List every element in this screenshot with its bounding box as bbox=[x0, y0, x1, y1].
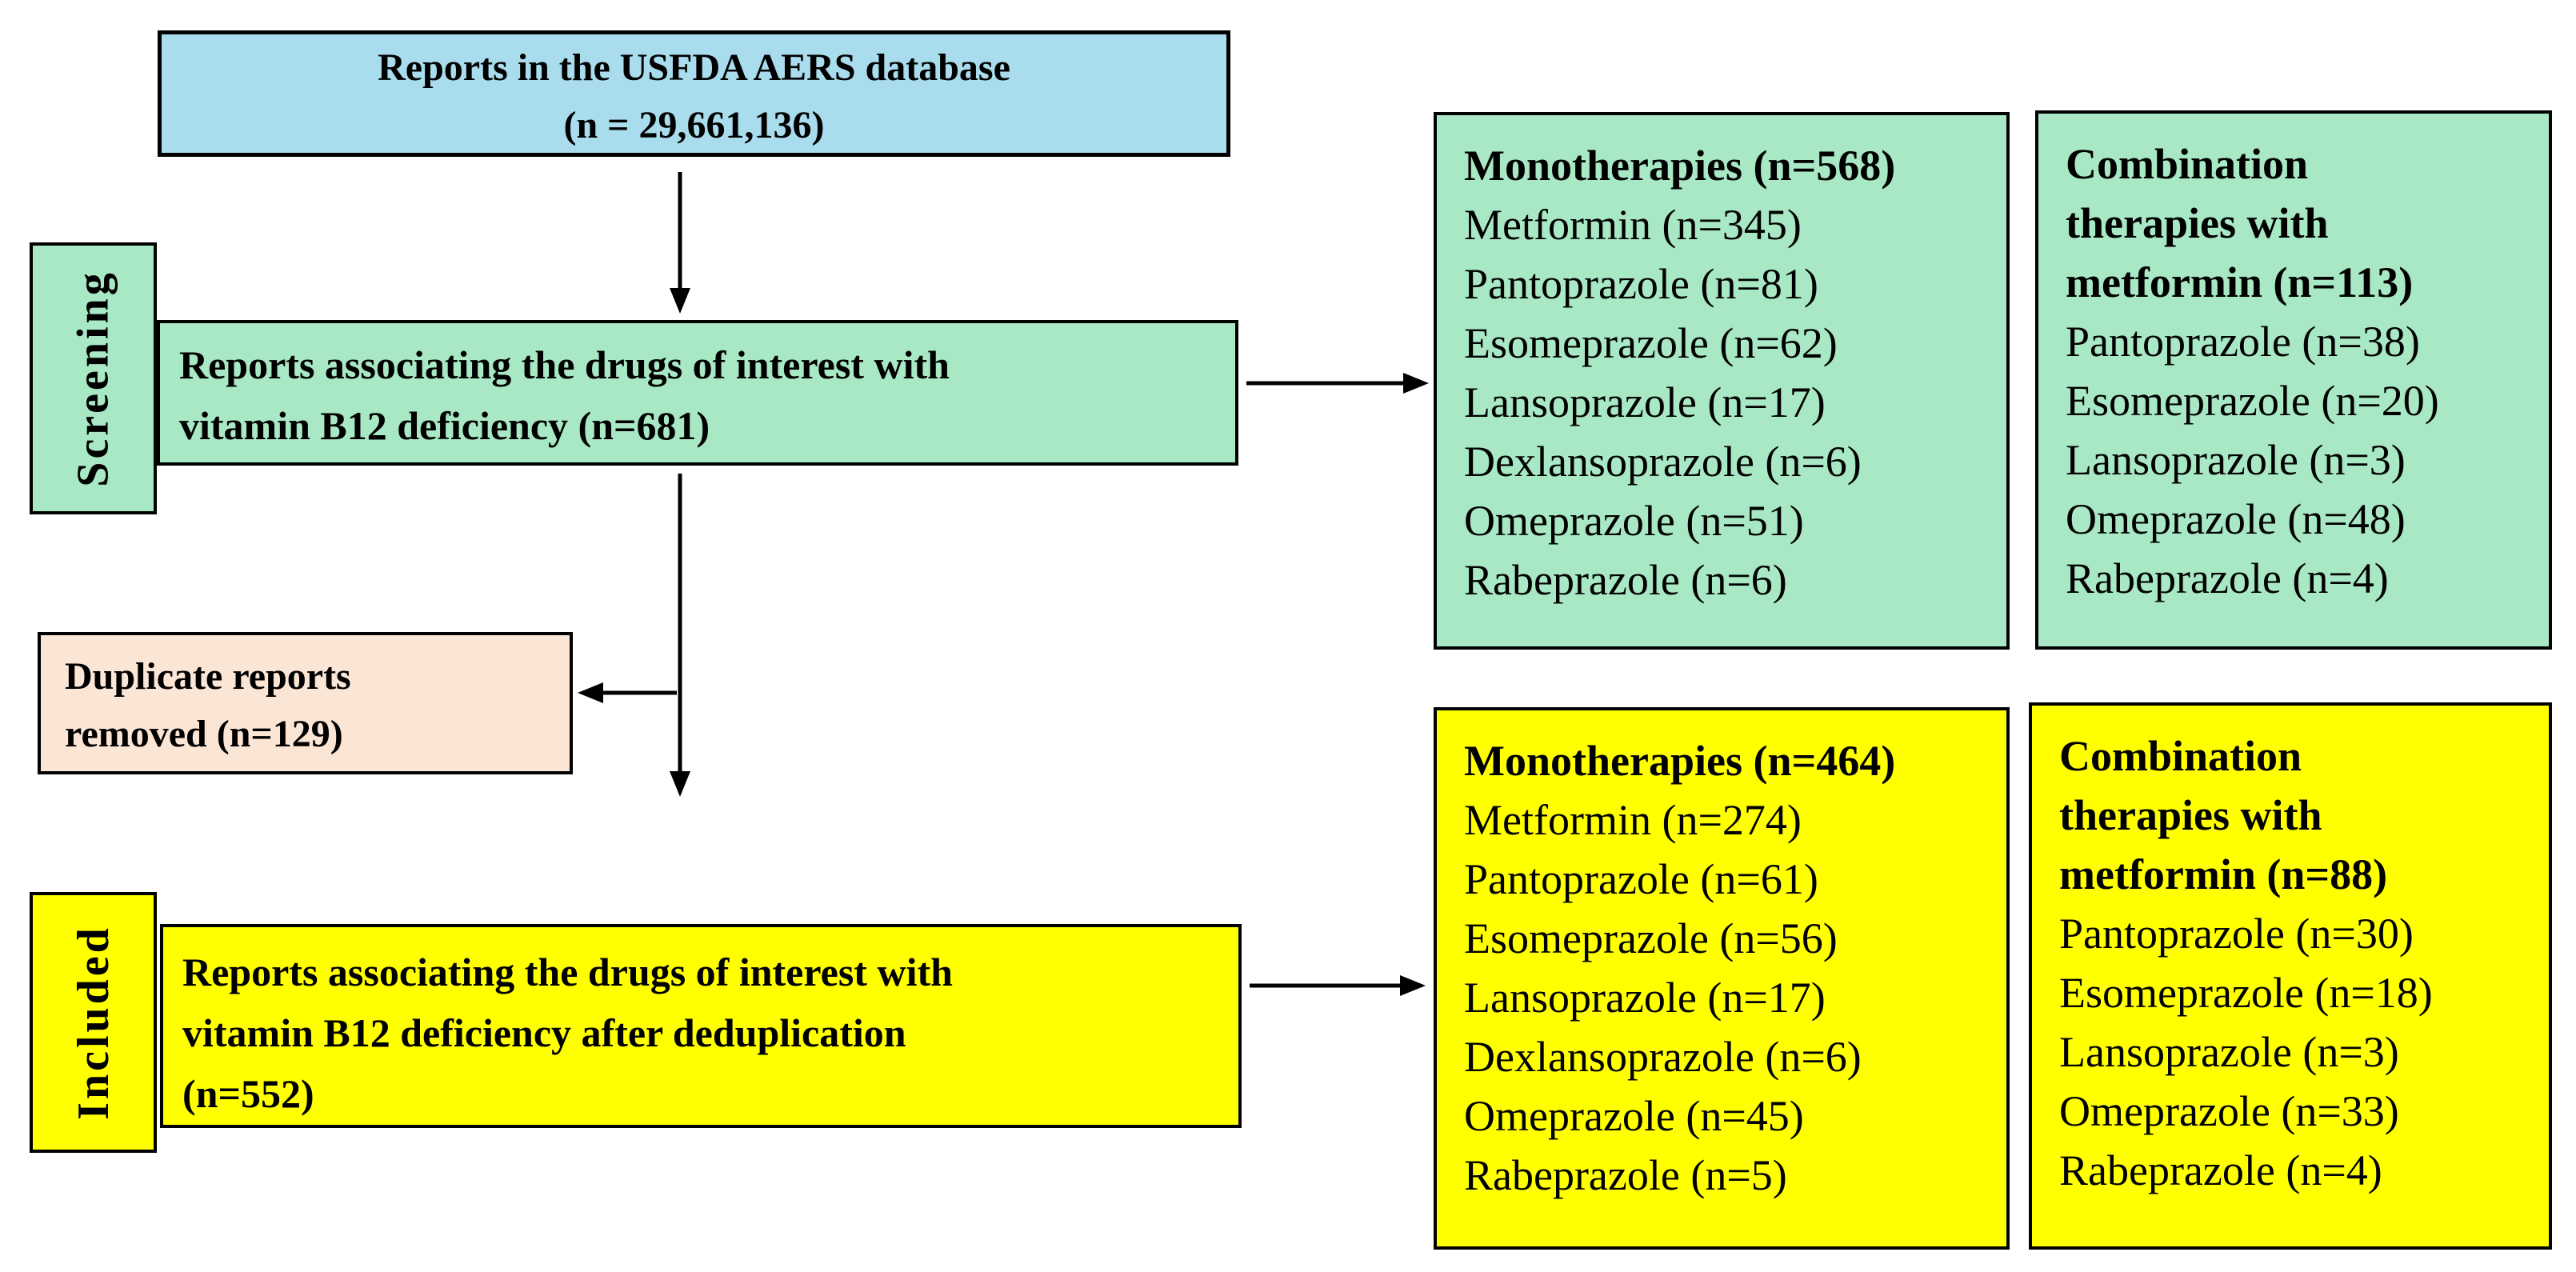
screening-box: Reports associating the drugs of interes… bbox=[157, 320, 1238, 466]
database-box-line1: Reports in the USFDA AERS database bbox=[378, 46, 1010, 89]
therapy-item: Lansoprazole (n=17) bbox=[1464, 974, 1826, 1022]
combinations-heading: therapies with bbox=[2066, 199, 2329, 247]
therapy-item: Pantoprazole (n=38) bbox=[2066, 318, 2420, 366]
stage-label-included: Included bbox=[30, 892, 157, 1153]
duplicates-box: Duplicate reports removed (n=129) bbox=[38, 632, 573, 774]
stage-label-screening: Screening bbox=[30, 242, 157, 514]
therapy-item: Esomeprazole (n=56) bbox=[1464, 914, 1838, 962]
included-combinations-box: Combination therapies with metformin (n=… bbox=[2029, 702, 2552, 1250]
therapy-item: Dexlansoprazole (n=6) bbox=[1464, 438, 1862, 486]
combinations-heading: metformin (n=88) bbox=[2059, 850, 2388, 898]
therapy-item: Rabeprazole (n=4) bbox=[2059, 1146, 2382, 1194]
therapy-item: Rabeprazole (n=6) bbox=[1464, 556, 1787, 604]
included-box: Reports associating the drugs of interes… bbox=[160, 924, 1242, 1128]
therapy-item: Omeprazole (n=48) bbox=[2066, 495, 2406, 543]
therapy-item: Lansoprazole (n=3) bbox=[2066, 436, 2406, 484]
therapy-item: Lansoprazole (n=17) bbox=[1464, 378, 1826, 426]
therapy-item: Pantoprazole (n=61) bbox=[1464, 855, 1818, 903]
therapy-item: Rabeprazole (n=5) bbox=[1464, 1151, 1787, 1199]
screening-box-line2: vitamin B12 deficiency (n=681) bbox=[179, 403, 710, 448]
therapy-item: Rabeprazole (n=4) bbox=[2066, 554, 2389, 602]
therapy-item: Omeprazole (n=51) bbox=[1464, 497, 1804, 545]
included-box-line2: vitamin B12 deficiency after deduplicati… bbox=[182, 1010, 906, 1055]
screening-combinations-box: Combination therapies with metformin (n=… bbox=[2035, 110, 2552, 650]
included-box-line1: Reports associating the drugs of interes… bbox=[182, 950, 953, 994]
therapy-item: Dexlansoprazole (n=6) bbox=[1464, 1033, 1862, 1081]
therapy-item: Esomeprazole (n=18) bbox=[2059, 969, 2433, 1017]
therapy-item: Omeprazole (n=33) bbox=[2059, 1087, 2399, 1135]
screening-box-line1: Reports associating the drugs of interes… bbox=[179, 342, 950, 387]
therapy-item: Esomeprazole (n=20) bbox=[2066, 377, 2439, 425]
monotherapies-heading: Monotherapies (n=568) bbox=[1464, 142, 1896, 190]
therapy-item: Metformin (n=274) bbox=[1464, 796, 1802, 844]
duplicates-box-line2: removed (n=129) bbox=[65, 713, 343, 755]
combinations-heading: therapies with bbox=[2059, 791, 2322, 839]
therapy-item: Esomeprazole (n=62) bbox=[1464, 319, 1838, 367]
monotherapies-heading: Monotherapies (n=464) bbox=[1464, 737, 1896, 785]
combinations-heading: Combination bbox=[2059, 732, 2302, 780]
therapy-item: Omeprazole (n=45) bbox=[1464, 1092, 1804, 1140]
therapy-item: Pantoprazole (n=30) bbox=[2059, 910, 2414, 958]
stage-label-screening-text: Screening bbox=[68, 270, 118, 487]
combinations-heading: metformin (n=113) bbox=[2066, 258, 2414, 306]
combinations-heading: Combination bbox=[2066, 140, 2309, 188]
therapy-item: Pantoprazole (n=81) bbox=[1464, 260, 1818, 308]
database-box-count: (n = 29,661,136) bbox=[563, 104, 825, 146]
therapy-item: Lansoprazole (n=3) bbox=[2059, 1028, 2399, 1076]
included-monotherapies-box: Monotherapies (n=464) Metformin (n=274) … bbox=[1434, 707, 2010, 1250]
included-box-count: (n=552) bbox=[182, 1071, 314, 1116]
screening-monotherapies-box: Monotherapies (n=568) Metformin (n=345) … bbox=[1434, 112, 2010, 650]
stage-label-included-text: Included bbox=[68, 925, 118, 1120]
duplicates-box-line1: Duplicate reports bbox=[65, 655, 351, 698]
therapy-item: Metformin (n=345) bbox=[1464, 201, 1802, 249]
database-box: Reports in the USFDA AERS database (n = … bbox=[158, 30, 1230, 157]
